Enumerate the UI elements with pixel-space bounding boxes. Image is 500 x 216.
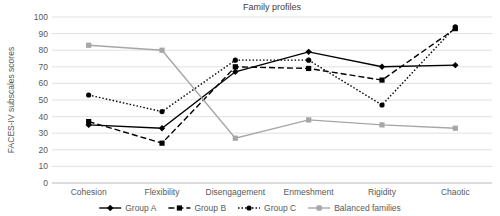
legend-label: Group B <box>194 203 226 213</box>
y-tick-label: 20 <box>39 145 49 155</box>
x-tick-label: Rigidity <box>368 187 397 197</box>
series-line <box>89 27 456 112</box>
x-tick-label: Enmeshment <box>284 187 335 197</box>
series-marker <box>232 69 238 75</box>
grid-line <box>52 149 492 150</box>
chart: Family profiles 0 10 20 30 40 50 60 70 80 90 100 FAC… <box>0 0 500 216</box>
grid-line <box>52 83 492 84</box>
series-marker <box>452 62 458 68</box>
legend-marker <box>246 205 251 210</box>
series-marker <box>159 125 165 131</box>
x-tick-label: Chaotic <box>441 187 471 197</box>
series-marker <box>379 77 384 82</box>
y-tick-label: 30 <box>39 128 49 138</box>
series-marker <box>453 126 458 131</box>
legend-label: Balanced families <box>334 203 401 213</box>
series-marker <box>86 119 91 124</box>
grid-line <box>52 166 492 167</box>
legend-marker <box>317 205 322 210</box>
y-tick-label: 80 <box>39 45 49 55</box>
y-tick-label: 40 <box>39 112 49 122</box>
series-marker <box>379 102 384 107</box>
series-marker <box>159 141 164 146</box>
y-tick-label: 60 <box>39 78 49 88</box>
legend-item: Balanced families <box>308 203 401 213</box>
series-marker <box>305 49 311 55</box>
legend-marker <box>177 205 182 210</box>
grid-line <box>52 133 492 134</box>
series-marker <box>86 92 91 97</box>
series-marker <box>86 43 91 48</box>
series-marker <box>379 64 385 70</box>
legend: Group A Group B Group C Balanced families <box>99 203 401 213</box>
grid-line <box>52 183 492 184</box>
legend-item: Group A <box>99 203 157 213</box>
series-marker <box>233 64 238 69</box>
legend-label: Group A <box>125 203 157 213</box>
series-marker <box>159 48 164 53</box>
y-tick-label: 50 <box>39 95 49 105</box>
series-line <box>89 52 456 128</box>
title: Family profiles <box>243 2 302 12</box>
legend-item: Group B <box>168 203 226 213</box>
series-marker <box>306 58 311 63</box>
x-tick-label: Cohesion <box>71 187 107 197</box>
y-tick-label: 90 <box>39 29 49 39</box>
x-axis-line <box>52 183 492 184</box>
series-marker <box>233 136 238 141</box>
y-tick-label: 100 <box>34 12 48 22</box>
y-tick-label: 0 <box>43 178 48 188</box>
plot-area <box>85 24 458 145</box>
x-tick-label: Flexibility <box>145 187 181 197</box>
grid-line <box>52 33 492 34</box>
y-tick-label: 70 <box>39 62 49 72</box>
grid-line <box>52 116 492 117</box>
legend-marker <box>107 205 113 211</box>
series-marker <box>306 66 311 71</box>
series-marker <box>379 122 384 127</box>
grid-line <box>52 17 492 18</box>
grid-line <box>52 100 492 101</box>
series-marker <box>233 58 238 63</box>
series-marker <box>306 117 311 122</box>
legend-label: Group C <box>264 203 296 213</box>
series-line <box>89 45 456 138</box>
series-marker <box>453 24 458 29</box>
y-axis-label: FACES-IV subscales scores <box>6 47 16 153</box>
x-tick-label: Disengagement <box>206 187 266 197</box>
series-marker <box>159 109 164 114</box>
y-tick-label: 10 <box>39 161 49 171</box>
legend-item: Group C <box>238 203 296 213</box>
